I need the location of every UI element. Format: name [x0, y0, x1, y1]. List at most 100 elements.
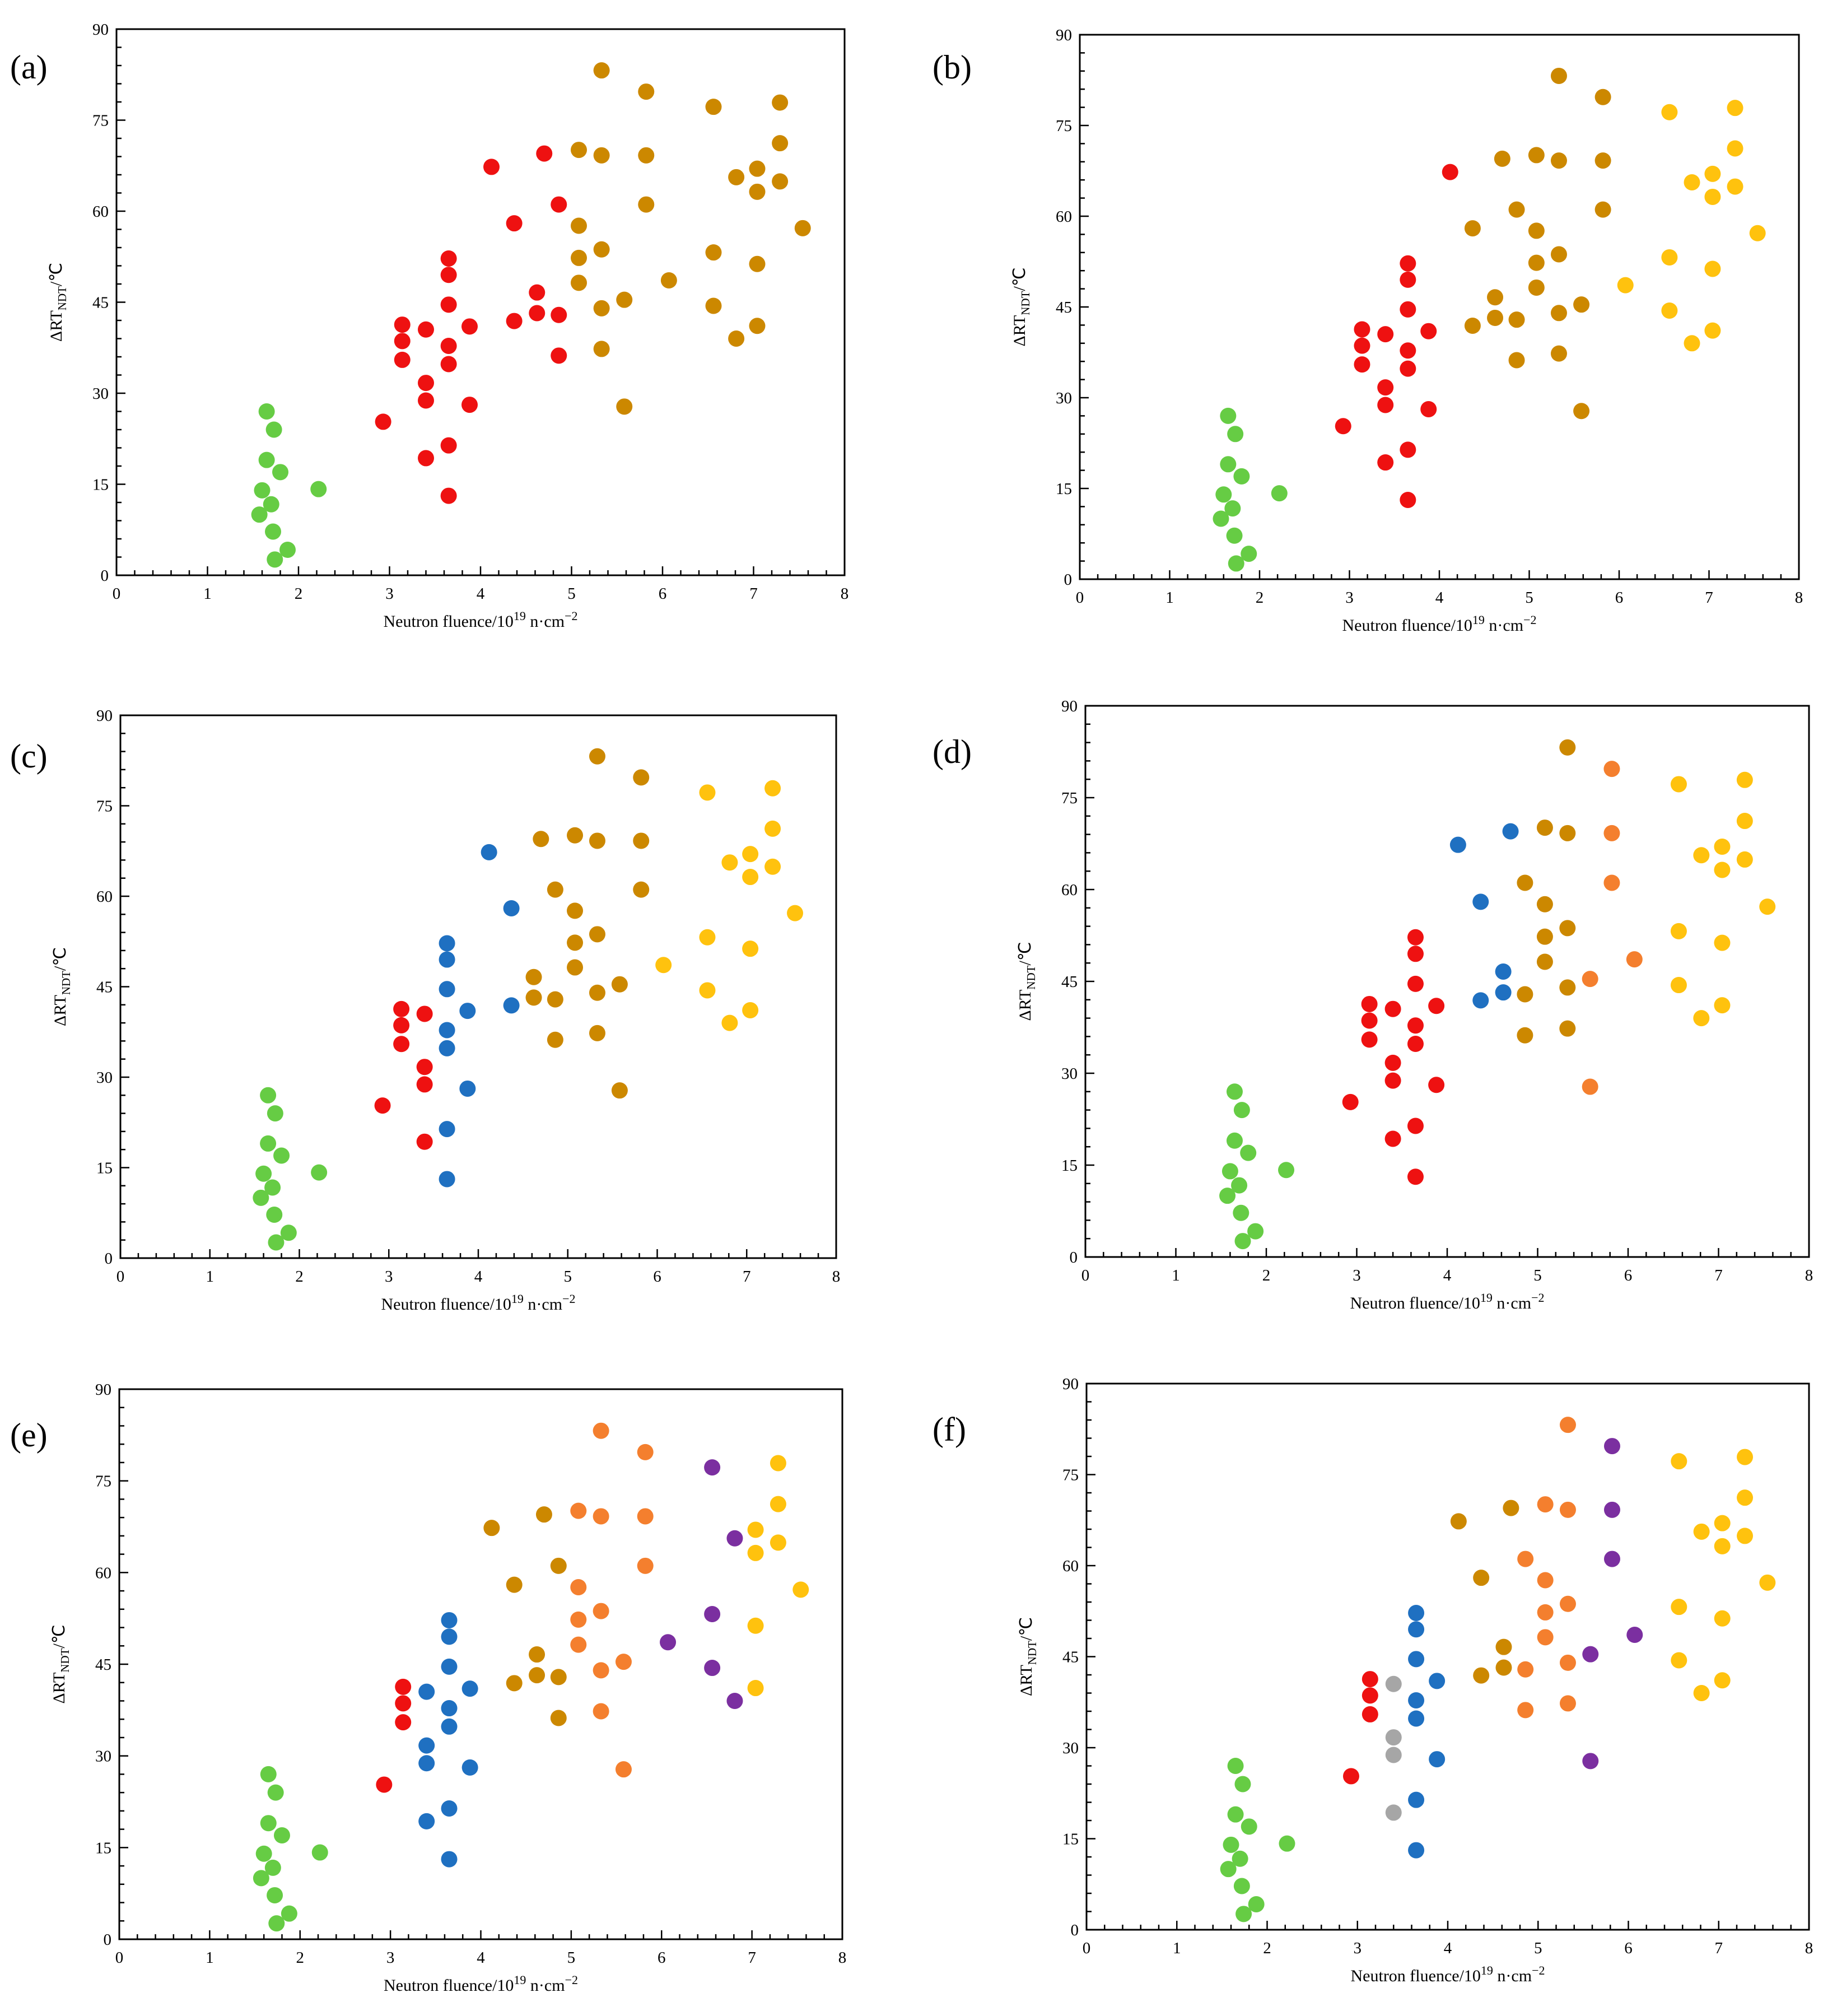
data-point [1559, 825, 1576, 841]
data-point [1559, 920, 1576, 937]
data-point [481, 844, 497, 860]
data-point [533, 831, 549, 848]
x-tick-label: 1 [1172, 1267, 1180, 1284]
data-point [747, 1544, 764, 1561]
data-point [1233, 1878, 1250, 1894]
data-point [1377, 454, 1394, 471]
data-point [593, 341, 610, 357]
panel-label: (c) [10, 738, 48, 775]
data-point [1407, 929, 1424, 946]
data-point [281, 1905, 297, 1922]
x-tick-label: 1 [1173, 1939, 1181, 1957]
x-tick-label: 2 [295, 1268, 304, 1286]
data-point [1472, 893, 1489, 910]
data-point [268, 1234, 285, 1251]
x-tick-label: 6 [658, 1949, 666, 1967]
data-point [395, 1714, 412, 1731]
data-point [441, 1612, 458, 1628]
data-point [1384, 1000, 1401, 1017]
data-point [1487, 309, 1504, 326]
data-point [742, 941, 759, 957]
data-point [728, 169, 745, 185]
data-point [1528, 279, 1545, 296]
data-point [1517, 874, 1533, 891]
data-point [1594, 201, 1611, 218]
series-red [374, 1000, 433, 1150]
data-point [394, 333, 411, 350]
data-point [593, 1422, 609, 1439]
data-point [747, 1521, 764, 1538]
y-tick-label: 90 [92, 21, 109, 39]
data-point [749, 160, 766, 177]
x-tick-label: 0 [113, 585, 121, 603]
data-point [416, 1133, 433, 1150]
y-tick-label: 90 [1061, 697, 1078, 715]
data-point [794, 220, 811, 236]
x-tick-label: 3 [1353, 1267, 1361, 1284]
data-point [1714, 1538, 1731, 1554]
y-tick-label: 0 [1070, 1249, 1078, 1267]
y-tick-label: 90 [1056, 26, 1072, 44]
data-point [1408, 1692, 1425, 1708]
data-point [1503, 1500, 1519, 1516]
data-point [770, 1496, 786, 1512]
data-point [1233, 1102, 1250, 1119]
data-point [265, 523, 281, 540]
data-point [506, 313, 523, 329]
data-point [1528, 147, 1545, 164]
x-tick-label: 2 [1256, 589, 1264, 607]
data-point [1550, 305, 1567, 322]
data-point [1594, 89, 1611, 105]
data-point [637, 1444, 654, 1460]
data-point [1684, 335, 1700, 352]
data-point [1226, 527, 1243, 544]
y-tick-label: 30 [1062, 1739, 1079, 1757]
plot-frame [119, 714, 837, 1259]
data-point [394, 316, 411, 333]
data-point [1335, 418, 1351, 435]
data-point [1240, 1144, 1257, 1161]
x-tick-label: 0 [115, 1949, 124, 1967]
data-point [699, 982, 716, 999]
data-point [655, 957, 672, 974]
data-point [394, 351, 411, 368]
data-point [637, 1508, 654, 1525]
y-tick-label: 30 [95, 1748, 111, 1766]
data-point [551, 196, 567, 213]
data-point [251, 506, 268, 523]
data-point [529, 1667, 545, 1684]
data-point [1603, 1551, 1620, 1567]
data-point [525, 989, 542, 1006]
data-point [1759, 1574, 1776, 1591]
data-point [440, 267, 457, 283]
data-point [742, 869, 759, 886]
data-point [1727, 178, 1743, 195]
panel-label: (f) [933, 1411, 966, 1448]
panel-label: (d) [933, 733, 972, 770]
data-point [1502, 823, 1519, 840]
data-point [611, 1082, 628, 1099]
data-point [570, 1579, 587, 1596]
data-point [1473, 1667, 1490, 1684]
data-point [1759, 898, 1776, 915]
x-tick-label: 3 [385, 585, 394, 603]
data-point [1464, 220, 1481, 237]
data-point [571, 274, 587, 291]
x-tick-label: 8 [1805, 1939, 1813, 1957]
data-point [1227, 1806, 1244, 1823]
data-point [593, 241, 610, 258]
data-point [633, 881, 650, 898]
y-tick-label: 30 [1056, 389, 1072, 407]
x-tick-label: 7 [748, 1949, 756, 1967]
data-point [704, 1660, 721, 1677]
data-point [1626, 1627, 1643, 1643]
data-point [1271, 485, 1288, 502]
data-point [418, 1737, 435, 1754]
x-tick-label: 5 [564, 1268, 572, 1286]
data-point [1671, 1599, 1687, 1615]
data-point [459, 1080, 476, 1097]
x-tick-label: 4 [477, 1949, 485, 1967]
data-point [263, 496, 279, 513]
